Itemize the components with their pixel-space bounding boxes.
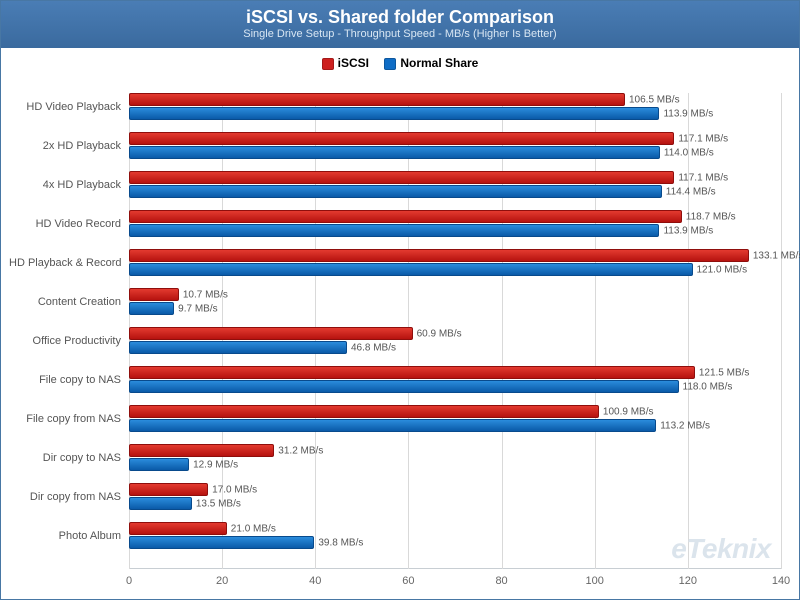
x-tick-label: 60 [402,575,414,587]
bar-iscsi [129,483,208,496]
category-row: File copy from NAS100.9 MB/s113.2 MB/s [129,405,781,432]
legend-swatch-iscsi [322,58,334,70]
category-row: Photo Album21.0 MB/s39.8 MB/s [129,522,781,549]
category-label: 4x HD Playback [9,179,129,191]
bar-iscsi [129,444,274,457]
category-row: HD Video Playback106.5 MB/s113.9 MB/s [129,93,781,120]
value-label-normal-share: 114.4 MB/s [666,186,716,197]
legend-label-iscsi: iSCSI [338,56,369,70]
legend-swatch-normal [384,58,396,70]
bar-normal-share [129,263,693,276]
value-label-iscsi: 117.1 MB/s [678,133,728,144]
legend-item-normal: Normal Share [384,56,478,70]
chart-container: iSCSI vs. Shared folder Comparison Singl… [0,0,800,600]
bar-normal-share [129,419,656,432]
value-label-iscsi: 118.7 MB/s [686,211,736,222]
bar-iscsi [129,405,599,418]
x-tick-label: 140 [772,575,790,587]
value-label-iscsi: 10.7 MB/s [183,289,228,300]
bar-normal-share [129,107,659,120]
category-label: Photo Album [9,530,129,542]
value-label-normal-share: 9.7 MB/s [178,303,217,314]
bar-normal-share [129,458,189,471]
x-tick-label: 40 [309,575,321,587]
bar-iscsi [129,327,413,340]
x-axis [129,568,781,569]
bar-normal-share [129,185,662,198]
value-label-iscsi: 31.2 MB/s [278,445,323,456]
category-label: HD Playback & Record [9,257,129,269]
plot-area: 020406080100120140HD Video Playback106.5… [129,93,781,569]
bar-normal-share [129,302,174,315]
value-label-iscsi: 60.9 MB/s [417,328,462,339]
value-label-normal-share: 118.0 MB/s [683,381,733,392]
value-label-iscsi: 100.9 MB/s [603,406,654,417]
category-row: 2x HD Playback117.1 MB/s114.0 MB/s [129,132,781,159]
bar-iscsi [129,522,227,535]
category-row: HD Video Record118.7 MB/s113.9 MB/s [129,210,781,237]
bar-normal-share [129,497,192,510]
value-label-normal-share: 13.5 MB/s [196,498,241,509]
value-label-iscsi: 117.1 MB/s [678,172,728,183]
category-label: File copy to NAS [9,374,129,386]
value-label-normal-share: 39.8 MB/s [318,537,363,548]
category-row: HD Playback & Record133.1 MB/s121.0 MB/s [129,249,781,276]
x-tick-label: 120 [679,575,697,587]
x-tick-label: 0 [126,575,132,587]
category-row: File copy to NAS121.5 MB/s118.0 MB/s [129,366,781,393]
value-label-normal-share: 121.0 MB/s [697,264,748,275]
bar-iscsi [129,288,179,301]
bar-iscsi [129,249,749,262]
value-label-normal-share: 46.8 MB/s [351,342,396,353]
category-label: 2x HD Playback [9,140,129,152]
x-tick-label: 100 [586,575,604,587]
chart-title: iSCSI vs. Shared folder Comparison [1,7,799,28]
grid-line [781,93,782,569]
value-label-iscsi: 17.0 MB/s [212,484,257,495]
bar-iscsi [129,132,674,145]
category-row: Content Creation10.7 MB/s9.7 MB/s [129,288,781,315]
legend-item-iscsi: iSCSI [322,56,369,70]
category-label: HD Video Playback [9,101,129,113]
value-label-iscsi: 121.5 MB/s [699,367,750,378]
category-row: 4x HD Playback117.1 MB/s114.4 MB/s [129,171,781,198]
value-label-normal-share: 114.0 MB/s [664,147,714,158]
chart-legend: iSCSI Normal Share [1,48,799,74]
bar-iscsi [129,210,682,223]
category-label: Dir copy to NAS [9,452,129,464]
bar-normal-share [129,536,314,549]
bar-iscsi [129,366,695,379]
value-label-normal-share: 113.9 MB/s [663,108,713,119]
value-label-iscsi: 21.0 MB/s [231,523,276,534]
legend-label-normal: Normal Share [400,56,478,70]
bar-normal-share [129,380,679,393]
category-label: Office Productivity [9,335,129,347]
value-label-iscsi: 106.5 MB/s [629,94,680,105]
bar-iscsi [129,171,674,184]
x-tick-label: 20 [216,575,228,587]
bar-normal-share [129,341,347,354]
chart-header: iSCSI vs. Shared folder Comparison Singl… [1,1,799,48]
category-label: Content Creation [9,296,129,308]
bar-iscsi [129,93,625,106]
category-label: Dir copy from NAS [9,491,129,503]
bar-normal-share [129,146,660,159]
chart-subtitle: Single Drive Setup - Throughput Speed - … [1,28,799,40]
value-label-normal-share: 113.2 MB/s [660,420,710,431]
value-label-iscsi: 133.1 MB/s [753,250,800,261]
category-row: Dir copy to NAS31.2 MB/s12.9 MB/s [129,444,781,471]
bar-normal-share [129,224,659,237]
value-label-normal-share: 12.9 MB/s [193,459,238,470]
category-row: Dir copy from NAS17.0 MB/s13.5 MB/s [129,483,781,510]
category-row: Office Productivity60.9 MB/s46.8 MB/s [129,327,781,354]
value-label-normal-share: 113.9 MB/s [663,225,713,236]
category-label: HD Video Record [9,218,129,230]
x-tick-label: 80 [495,575,507,587]
category-label: File copy from NAS [9,413,129,425]
